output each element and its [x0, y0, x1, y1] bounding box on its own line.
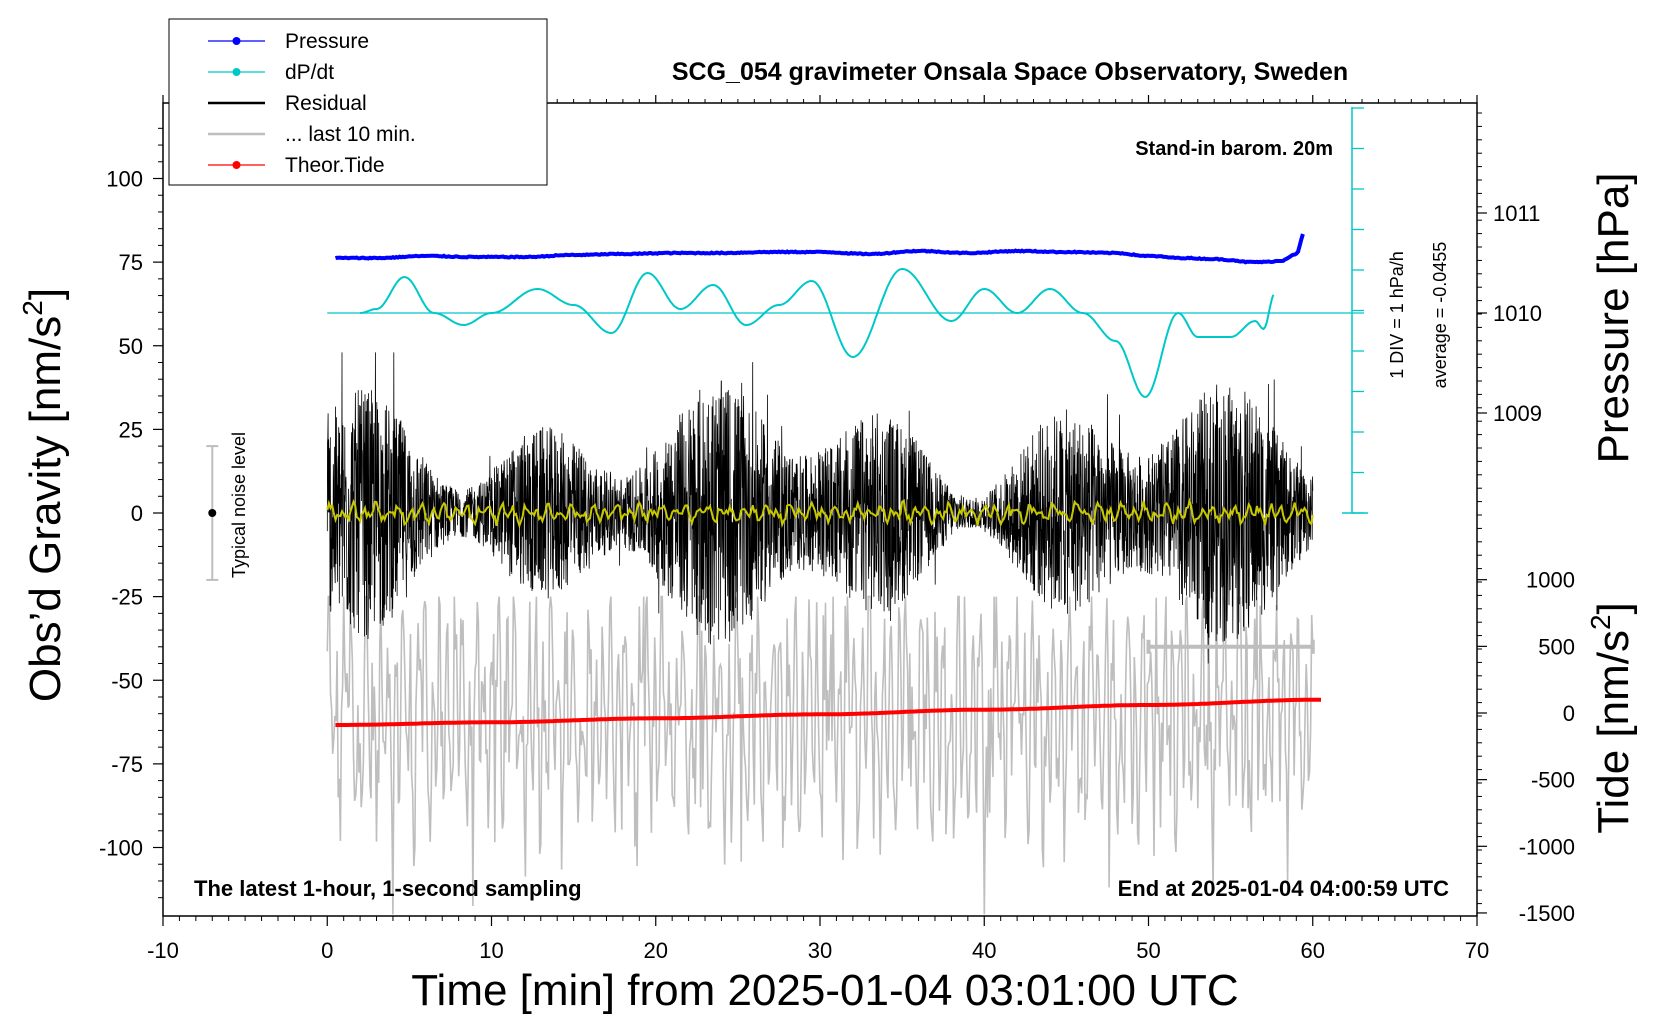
- last-10-min-series: [326, 595, 1314, 915]
- bottom-right-note: End at 2025-01-04 04:00:59 UTC: [1118, 876, 1449, 901]
- tide-tick-label: 500: [1538, 634, 1575, 659]
- y-axis-label-left-sup: 2: [17, 300, 48, 316]
- dpdt-scale-axis: [1342, 107, 1368, 514]
- tide-tick-label: -1500: [1519, 901, 1575, 926]
- x-tick-label: 20: [644, 938, 668, 963]
- y-tick-label: -25: [111, 585, 143, 610]
- y-axis-label-left: Obs’d Gravity [nm/s2]: [17, 288, 70, 702]
- residual-line: [326, 352, 1314, 664]
- tick-labels: -10 0 10 20 30 40 50 60 701007550250-25-50-75-10…: [99, 167, 1575, 964]
- pressure-series: [334, 233, 1305, 265]
- pressure-line: [334, 233, 1305, 265]
- y-axis-label-tide-main: Tide [nm/s: [1589, 630, 1638, 834]
- noise-center-dot: [208, 509, 217, 517]
- legend-marker: [232, 161, 241, 169]
- tide-series: [335, 697, 1321, 727]
- legend-label: Pressure: [285, 30, 369, 53]
- y-tick-label: -100: [99, 836, 143, 861]
- last-10-min-line: [326, 595, 1314, 915]
- legend-marker: [232, 68, 241, 76]
- pressure-tick-label: 1009: [1493, 401, 1542, 426]
- dpdt-series: [327, 267, 1364, 399]
- tide-tick-label: -1000: [1519, 834, 1575, 859]
- bottom-left-note: The latest 1-hour, 1-second sampling: [194, 876, 582, 901]
- y-tick-label: 100: [106, 167, 143, 192]
- y-tick-label: 25: [119, 417, 143, 442]
- x-tick-label: 10: [479, 938, 503, 963]
- residual-series: [326, 352, 1314, 664]
- tide-tick-label: -500: [1531, 768, 1575, 793]
- residual-smoothed-series: [326, 497, 1314, 529]
- tide-line: [335, 697, 1321, 727]
- pressure-tick-label: 1011: [1493, 201, 1540, 226]
- y-axis-label-pressure: Pressure [hPa]: [1589, 172, 1638, 463]
- x-axis-label: Time [min] from 2025-01-04 03:01:00 UTC: [411, 966, 1238, 1015]
- tide-tick-label: 1000: [1526, 568, 1575, 593]
- y-axis-label-tide-sup: 2: [1585, 614, 1616, 630]
- y-tick-label: -50: [111, 668, 143, 693]
- y-axis-label-tide-end: ]: [1589, 602, 1638, 614]
- tide-tick-label: 0: [1563, 701, 1575, 726]
- noise-label: Typical noise level: [229, 432, 249, 578]
- y-tick-label: 0: [131, 501, 143, 526]
- x-tick-label: 50: [1136, 938, 1160, 963]
- legend-marker: [232, 37, 241, 45]
- legend-label: dP/dt: [285, 61, 334, 84]
- y-axis-label-left-end: ]: [21, 288, 70, 300]
- x-tick-label: 30: [808, 938, 832, 963]
- x-tick-label: 0: [321, 938, 333, 963]
- dpdt-scale-label: 1 DIV = 1 hPa/h: [1387, 251, 1407, 379]
- chart-title: SCG_054 gravimeter Onsala Space Observat…: [672, 58, 1348, 86]
- legend-label: Theor.Tide: [285, 154, 385, 177]
- barometer-note: Stand-in barom. 20m: [1135, 138, 1333, 160]
- x-tick-label: -10: [147, 938, 179, 963]
- legend-label: Residual: [285, 92, 367, 115]
- legend-label: ... last 10 min.: [285, 123, 416, 146]
- x-tick-label: 40: [972, 938, 996, 963]
- dpdt-line: [360, 267, 1275, 399]
- y-axis-label-left-main: Obs’d Gravity [nm/s: [21, 316, 70, 702]
- chart-extras: [206, 445, 1315, 654]
- y-axis-label-tide: Tide [nm/s2]: [1585, 602, 1638, 834]
- x-tick-label: 70: [1465, 938, 1489, 963]
- dpdt-average-label: average = -0.0455: [1430, 242, 1450, 389]
- y-tick-label: 75: [119, 250, 143, 275]
- x-tick-label: 60: [1301, 938, 1325, 963]
- pressure-tick-label: 1010: [1493, 301, 1542, 326]
- y-tick-label: 50: [119, 334, 143, 359]
- legend: Pressure dP/dt Residual ... last 10 min. The…: [168, 18, 548, 186]
- y-tick-label: -75: [111, 752, 143, 777]
- residual-smoothed-line: [326, 497, 1314, 529]
